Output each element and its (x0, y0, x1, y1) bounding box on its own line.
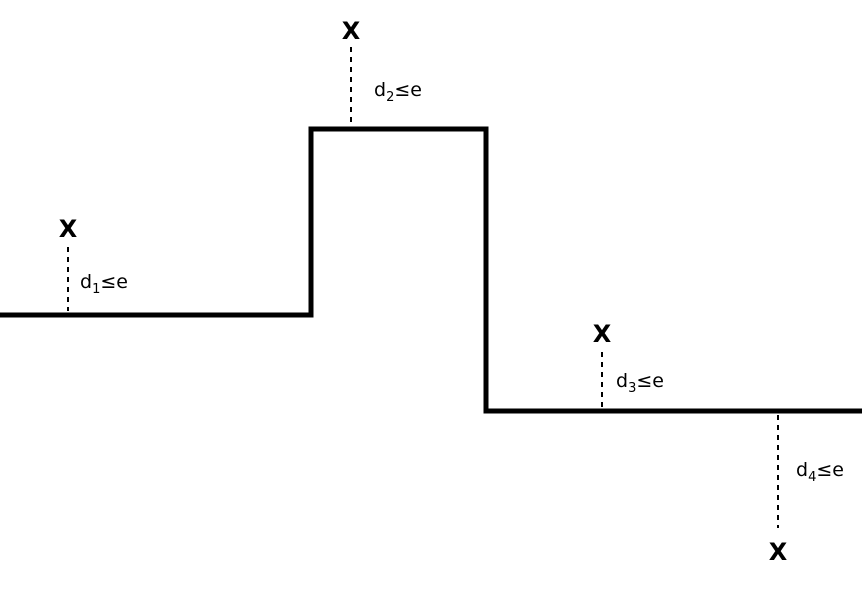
point-3-marker: X (593, 320, 612, 348)
distance-rel-4: ≤e (816, 459, 844, 481)
distance-sub-2: 2 (386, 90, 394, 105)
point-4-group: X d4≤e (769, 415, 844, 566)
distance-rel-2: ≤e (394, 79, 422, 101)
distance-label-2: d2≤e (374, 79, 422, 105)
distance-rel-1: ≤e (100, 271, 128, 293)
distance-label-1: d1≤e (80, 271, 128, 297)
distance-var-1: d (80, 271, 92, 293)
distance-label-4: d4≤e (796, 459, 844, 485)
step-function-line (0, 126, 862, 414)
point-4-marker: X (769, 538, 788, 566)
distance-sub-3: 3 (628, 381, 636, 396)
point-1-marker: X (59, 215, 78, 243)
distance-sub-1: 1 (92, 282, 100, 297)
point-3-group: X d3≤e (593, 320, 664, 407)
point-2-group: X d2≤e (342, 17, 422, 125)
distance-var-4: d (796, 459, 808, 481)
distance-rel-3: ≤e (636, 370, 664, 392)
distance-sub-4: 4 (808, 470, 816, 485)
distance-var-3: d (616, 370, 628, 392)
distance-label-3: d3≤e (616, 370, 664, 396)
distance-var-2: d (374, 79, 386, 101)
point-1-group: X d1≤e (59, 215, 128, 311)
point-2-marker: X (342, 17, 361, 45)
